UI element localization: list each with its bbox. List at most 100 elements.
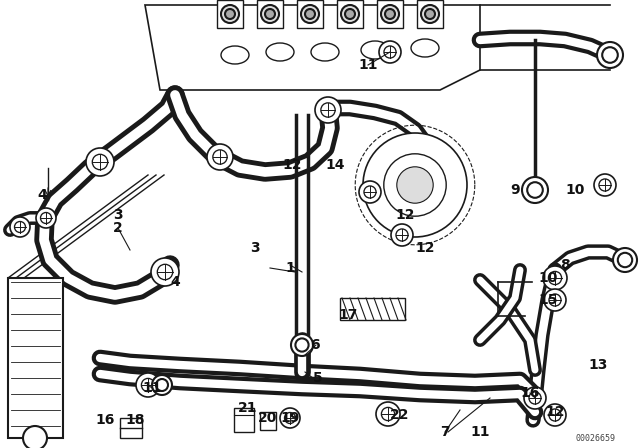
Text: 13: 13 bbox=[588, 358, 608, 372]
Bar bbox=[257, 0, 283, 28]
Text: 10: 10 bbox=[565, 183, 585, 197]
Circle shape bbox=[10, 217, 30, 237]
Circle shape bbox=[151, 258, 179, 286]
Text: 6: 6 bbox=[310, 338, 320, 352]
Bar bbox=[297, 0, 323, 28]
Circle shape bbox=[527, 182, 543, 198]
Circle shape bbox=[359, 181, 381, 203]
Circle shape bbox=[315, 97, 341, 123]
Ellipse shape bbox=[361, 41, 389, 59]
Circle shape bbox=[86, 148, 114, 176]
Text: 9: 9 bbox=[510, 183, 520, 197]
Circle shape bbox=[296, 338, 308, 352]
Circle shape bbox=[157, 264, 173, 280]
Circle shape bbox=[285, 413, 296, 423]
Bar bbox=[337, 0, 363, 28]
Circle shape bbox=[40, 212, 51, 224]
Ellipse shape bbox=[221, 46, 249, 64]
Bar bbox=[377, 0, 403, 28]
Text: 3: 3 bbox=[250, 241, 260, 255]
Circle shape bbox=[549, 409, 561, 421]
Circle shape bbox=[207, 144, 233, 170]
Circle shape bbox=[23, 426, 47, 448]
Circle shape bbox=[618, 253, 632, 267]
Circle shape bbox=[376, 402, 400, 426]
Circle shape bbox=[156, 379, 168, 391]
Text: 16: 16 bbox=[520, 386, 540, 400]
Circle shape bbox=[524, 387, 546, 409]
Text: 14: 14 bbox=[325, 158, 345, 172]
Circle shape bbox=[381, 407, 395, 421]
Text: 12: 12 bbox=[415, 241, 435, 255]
Bar bbox=[120, 418, 142, 438]
Text: 11: 11 bbox=[358, 58, 378, 72]
Text: 10: 10 bbox=[538, 271, 557, 285]
Circle shape bbox=[529, 392, 541, 404]
Circle shape bbox=[391, 224, 413, 246]
Circle shape bbox=[213, 150, 227, 164]
Circle shape bbox=[291, 334, 313, 356]
Text: 15: 15 bbox=[538, 293, 557, 307]
Circle shape bbox=[265, 9, 275, 19]
Text: 2: 2 bbox=[113, 221, 123, 235]
Circle shape bbox=[397, 167, 433, 203]
Circle shape bbox=[384, 46, 396, 58]
Circle shape bbox=[221, 5, 239, 23]
Circle shape bbox=[15, 221, 26, 233]
Circle shape bbox=[613, 248, 637, 272]
Bar bbox=[234, 408, 254, 432]
Bar bbox=[260, 412, 276, 430]
Circle shape bbox=[36, 208, 56, 228]
Circle shape bbox=[136, 373, 160, 397]
Text: 11: 11 bbox=[470, 425, 490, 439]
Circle shape bbox=[379, 41, 401, 63]
Circle shape bbox=[321, 103, 335, 117]
Bar bbox=[340, 298, 405, 320]
Text: 19: 19 bbox=[280, 411, 300, 425]
Text: 18: 18 bbox=[125, 413, 145, 427]
Circle shape bbox=[544, 404, 566, 426]
Circle shape bbox=[363, 133, 467, 237]
Text: 3: 3 bbox=[113, 208, 123, 222]
Circle shape bbox=[544, 289, 566, 311]
Text: 11: 11 bbox=[142, 381, 162, 395]
Circle shape bbox=[305, 9, 315, 19]
Circle shape bbox=[225, 9, 235, 19]
Text: 16: 16 bbox=[95, 413, 115, 427]
Circle shape bbox=[280, 408, 300, 428]
Bar bbox=[217, 0, 243, 28]
Ellipse shape bbox=[311, 43, 339, 61]
Circle shape bbox=[92, 154, 108, 170]
Polygon shape bbox=[145, 5, 480, 90]
Circle shape bbox=[425, 9, 435, 19]
Text: 4: 4 bbox=[37, 188, 47, 202]
Text: 20: 20 bbox=[259, 411, 278, 425]
Circle shape bbox=[385, 9, 395, 19]
Circle shape bbox=[341, 5, 359, 23]
Bar bbox=[417, 0, 443, 28]
Text: 7: 7 bbox=[440, 425, 450, 439]
Circle shape bbox=[396, 229, 408, 241]
Text: 5: 5 bbox=[313, 371, 323, 385]
Circle shape bbox=[549, 294, 561, 306]
Text: 8: 8 bbox=[560, 258, 570, 272]
Circle shape bbox=[599, 179, 611, 191]
Circle shape bbox=[522, 177, 548, 203]
Text: 22: 22 bbox=[390, 408, 410, 422]
Ellipse shape bbox=[266, 43, 294, 61]
Text: 1: 1 bbox=[285, 261, 295, 275]
Text: 12: 12 bbox=[545, 405, 564, 419]
Circle shape bbox=[421, 5, 439, 23]
Circle shape bbox=[345, 9, 355, 19]
Text: 12: 12 bbox=[282, 158, 301, 172]
Circle shape bbox=[381, 5, 399, 23]
Circle shape bbox=[548, 271, 562, 284]
Circle shape bbox=[301, 5, 319, 23]
Text: 00026659: 00026659 bbox=[575, 434, 615, 443]
Circle shape bbox=[261, 5, 279, 23]
Text: 17: 17 bbox=[339, 308, 358, 322]
Bar bbox=[8, 278, 63, 438]
Text: 12: 12 bbox=[396, 208, 415, 222]
Circle shape bbox=[384, 154, 446, 216]
Circle shape bbox=[602, 47, 618, 63]
